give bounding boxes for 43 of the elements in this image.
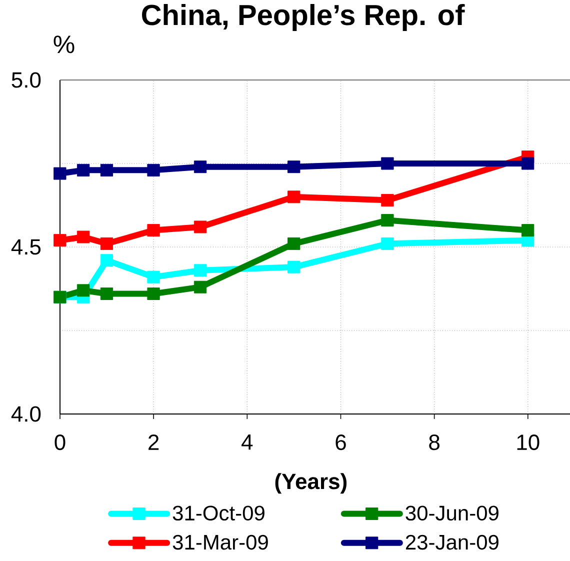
point xyxy=(194,264,207,277)
y-tick-label: 5.0 xyxy=(12,72,41,88)
x-tick-label: 0 xyxy=(54,434,66,450)
point xyxy=(147,288,160,300)
point xyxy=(194,220,207,234)
legend-label: 31-Mar-09 xyxy=(172,534,268,550)
point xyxy=(147,224,160,237)
point xyxy=(100,164,114,176)
x-axis-title: (Years) xyxy=(275,473,347,494)
point xyxy=(100,237,114,250)
point xyxy=(522,224,534,237)
legend-label: 30-Jun-09 xyxy=(406,506,498,521)
point xyxy=(288,237,300,250)
point xyxy=(147,164,160,176)
point xyxy=(77,164,90,176)
x-tick-label: 4 xyxy=(242,434,253,450)
point xyxy=(381,237,394,250)
point xyxy=(194,280,207,294)
point xyxy=(54,234,66,247)
legend-label: 23-Jan-09 xyxy=(406,534,498,550)
point xyxy=(54,167,66,180)
point xyxy=(288,260,300,274)
y-tick-label: 4.0 xyxy=(11,406,41,422)
point xyxy=(381,214,394,227)
point xyxy=(194,160,207,174)
chart-title: China, People’s Rep. of xyxy=(142,4,465,32)
x-tick-label: 10 xyxy=(517,434,540,450)
x-tick-label: 2 xyxy=(148,434,159,450)
x-tick-label: 6 xyxy=(336,434,346,450)
point xyxy=(100,288,114,300)
x-tick-label: 8 xyxy=(429,434,440,450)
point xyxy=(381,157,394,170)
y-tick-label: 4.5 xyxy=(11,239,41,255)
legend-label: 31-Oct-09 xyxy=(172,506,264,521)
point xyxy=(147,270,160,284)
point xyxy=(522,157,534,170)
y-axis-title: % xyxy=(54,36,74,54)
point xyxy=(288,160,300,174)
point xyxy=(100,254,114,267)
point xyxy=(77,230,90,244)
point xyxy=(77,284,90,297)
point xyxy=(381,194,394,206)
point xyxy=(288,190,300,204)
